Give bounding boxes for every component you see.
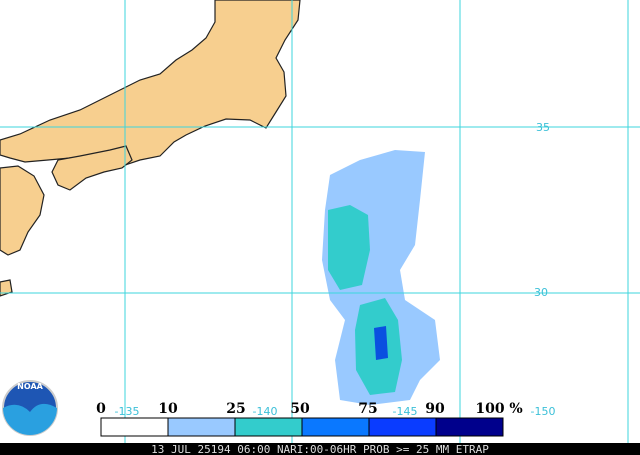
legend-label: 90	[425, 401, 445, 417]
legend-swatch	[301, 417, 370, 437]
graticule	[0, 0, 640, 443]
legend-label: 0	[96, 401, 106, 417]
lon-label: -135	[115, 405, 140, 418]
footer-text: 13 JUL 25194 06:00 NARI:00-06HR PROB >= …	[151, 443, 489, 455]
legend: 0 10 25 50 75 90 100	[96, 401, 505, 437]
logo-text: NOAA	[17, 382, 43, 391]
precipitation	[322, 150, 440, 405]
lon-label: -150	[531, 405, 556, 418]
legend-swatch	[435, 417, 504, 437]
lat-label: 35	[536, 121, 550, 134]
legend-label: 75	[358, 401, 377, 417]
legend-swatch	[167, 417, 236, 437]
legend-swatch	[100, 417, 169, 437]
lon-label: -140	[253, 405, 278, 418]
lat-label: 30	[534, 286, 548, 299]
noaa-logo: NOAA	[2, 380, 58, 436]
legend-label: 10	[158, 401, 178, 417]
legend-swatch	[368, 417, 437, 437]
legend-label: 50	[290, 401, 310, 417]
legend-swatch	[234, 417, 303, 437]
land	[0, 0, 301, 297]
lon-label: -145	[393, 405, 418, 418]
legend-unit: %	[509, 401, 522, 417]
legend-label: 25	[226, 401, 245, 417]
footer-bar	[0, 443, 640, 455]
legend-label: 100	[475, 401, 504, 417]
